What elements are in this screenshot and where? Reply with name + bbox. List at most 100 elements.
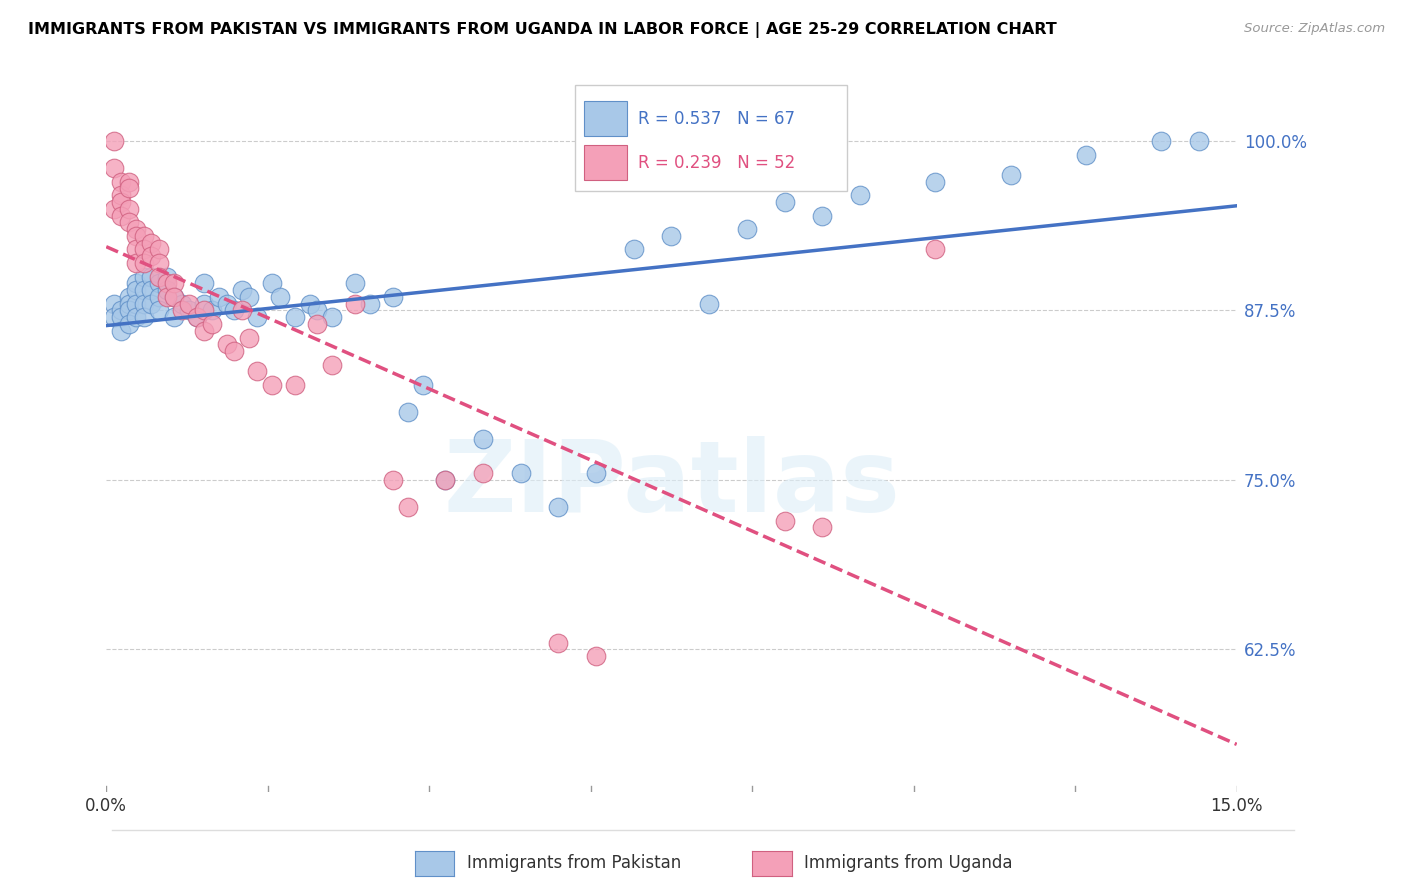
Point bbox=[260, 378, 283, 392]
Point bbox=[110, 303, 132, 318]
Bar bbox=[585, 145, 627, 180]
Point bbox=[260, 277, 283, 291]
Point bbox=[163, 290, 186, 304]
Point bbox=[179, 303, 201, 318]
Point bbox=[132, 283, 155, 297]
Point bbox=[148, 303, 170, 318]
Point bbox=[307, 303, 329, 318]
Text: R = 0.239   N = 52: R = 0.239 N = 52 bbox=[637, 153, 794, 172]
Point bbox=[811, 520, 834, 534]
Point bbox=[125, 277, 148, 291]
Point bbox=[215, 296, 238, 310]
Point bbox=[155, 290, 177, 304]
Point bbox=[284, 378, 307, 392]
Point bbox=[170, 296, 193, 310]
Point bbox=[193, 277, 215, 291]
Point bbox=[321, 358, 343, 372]
Point bbox=[284, 310, 307, 325]
Point bbox=[811, 209, 834, 223]
Point bbox=[118, 175, 141, 189]
Point bbox=[434, 473, 457, 487]
Point bbox=[163, 290, 186, 304]
Point bbox=[193, 303, 215, 318]
Point bbox=[1000, 168, 1022, 182]
Point bbox=[163, 277, 186, 291]
Point bbox=[132, 310, 155, 325]
Point bbox=[179, 296, 201, 310]
Point bbox=[141, 296, 163, 310]
Point bbox=[924, 175, 946, 189]
FancyBboxPatch shape bbox=[575, 86, 846, 192]
Point bbox=[110, 310, 132, 325]
Text: Source: ZipAtlas.com: Source: ZipAtlas.com bbox=[1244, 22, 1385, 36]
Point bbox=[412, 378, 434, 392]
Point bbox=[118, 296, 141, 310]
Point bbox=[163, 310, 186, 325]
Point bbox=[110, 175, 132, 189]
Point bbox=[585, 649, 607, 664]
Point bbox=[155, 269, 177, 284]
Point bbox=[118, 215, 141, 229]
Point bbox=[343, 277, 366, 291]
Point bbox=[132, 269, 155, 284]
Point bbox=[118, 290, 141, 304]
Point bbox=[472, 432, 495, 446]
Text: Immigrants from Uganda: Immigrants from Uganda bbox=[804, 855, 1012, 872]
Bar bbox=[585, 102, 627, 136]
Point bbox=[396, 500, 419, 514]
Point bbox=[193, 296, 215, 310]
Point bbox=[193, 324, 215, 338]
Point bbox=[321, 310, 343, 325]
Text: Immigrants from Pakistan: Immigrants from Pakistan bbox=[467, 855, 681, 872]
Point bbox=[509, 466, 531, 480]
Point bbox=[103, 296, 125, 310]
Point bbox=[118, 303, 141, 318]
Point bbox=[141, 235, 163, 250]
Point bbox=[155, 277, 177, 291]
Point bbox=[141, 269, 163, 284]
Point bbox=[132, 243, 155, 257]
Point bbox=[103, 161, 125, 175]
Point bbox=[773, 514, 796, 528]
Point bbox=[924, 243, 946, 257]
Point bbox=[215, 337, 238, 351]
Y-axis label: In Labor Force | Age 25-29: In Labor Force | Age 25-29 bbox=[0, 316, 8, 535]
Point bbox=[269, 290, 291, 304]
Point bbox=[132, 296, 155, 310]
Point bbox=[623, 243, 645, 257]
Point bbox=[434, 473, 457, 487]
Point bbox=[125, 222, 148, 236]
Point bbox=[103, 134, 125, 148]
Point bbox=[208, 290, 231, 304]
Point bbox=[110, 188, 132, 202]
Point bbox=[148, 243, 170, 257]
Point bbox=[1188, 134, 1211, 148]
Point bbox=[118, 317, 141, 331]
Point bbox=[246, 364, 269, 378]
Point bbox=[246, 310, 269, 325]
Point bbox=[224, 344, 246, 359]
Point bbox=[238, 290, 260, 304]
Point bbox=[132, 256, 155, 270]
Point bbox=[141, 249, 163, 263]
Point bbox=[547, 635, 569, 649]
Text: R = 0.537   N = 67: R = 0.537 N = 67 bbox=[637, 110, 794, 128]
Point bbox=[307, 317, 329, 331]
Text: ZIPatlas: ZIPatlas bbox=[443, 435, 900, 533]
Point bbox=[585, 466, 607, 480]
Point bbox=[1150, 134, 1173, 148]
Point bbox=[132, 228, 155, 243]
Point bbox=[148, 269, 170, 284]
Point bbox=[359, 296, 381, 310]
Point bbox=[231, 283, 253, 297]
Point bbox=[1074, 147, 1097, 161]
Point bbox=[547, 500, 569, 514]
Point bbox=[148, 256, 170, 270]
Point bbox=[141, 283, 163, 297]
Point bbox=[170, 303, 193, 318]
Point bbox=[118, 202, 141, 216]
Point bbox=[224, 303, 246, 318]
Point bbox=[125, 243, 148, 257]
Point bbox=[381, 290, 404, 304]
Point bbox=[472, 466, 495, 480]
